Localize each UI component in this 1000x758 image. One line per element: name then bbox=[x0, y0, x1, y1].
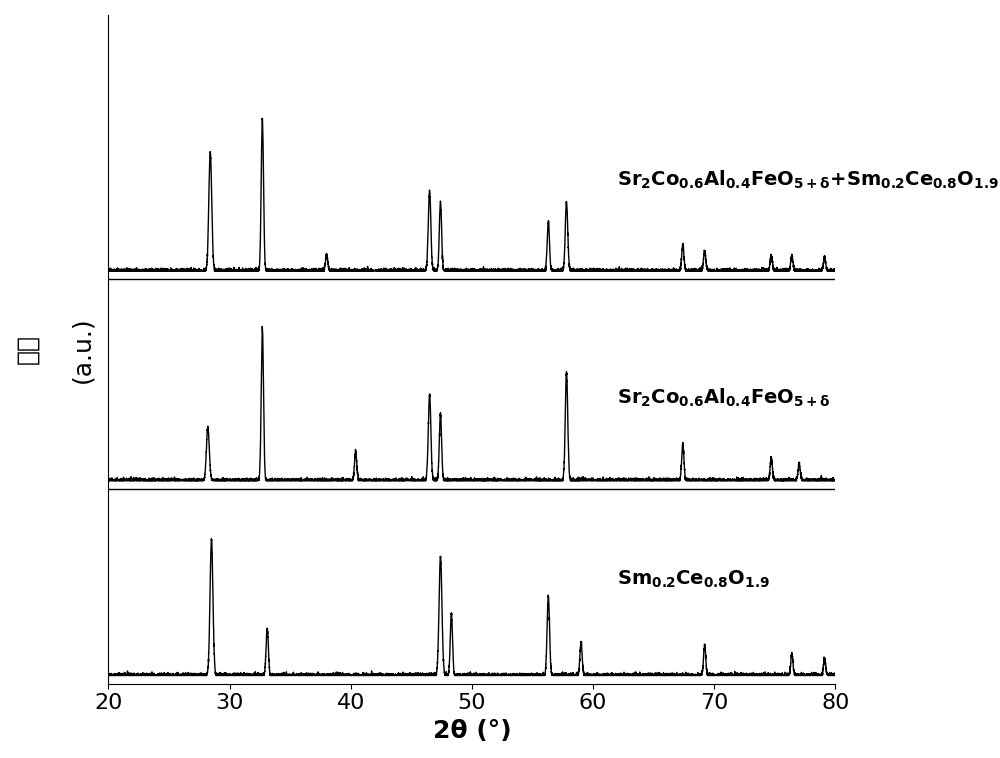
X-axis label: 2θ (°): 2θ (°) bbox=[433, 719, 511, 743]
Text: $\mathbf{Sr_2Co_{0.6}Al_{0.4}FeO_{5+\delta}}$: $\mathbf{Sr_2Co_{0.6}Al_{0.4}FeO_{5+\del… bbox=[617, 387, 831, 409]
Y-axis label: 强度

(a.u.): 强度 (a.u.) bbox=[15, 316, 95, 383]
Text: $\mathbf{Sr_2Co_{0.6}Al_{0.4}FeO_{5+\delta}}$$\mathbf{+Sm_{0.2}Ce_{0.8}O_{1.9}}$: $\mathbf{Sr_2Co_{0.6}Al_{0.4}FeO_{5+\del… bbox=[617, 169, 999, 191]
Text: $\mathbf{Sm_{0.2}Ce_{0.8}O_{1.9}}$: $\mathbf{Sm_{0.2}Ce_{0.8}O_{1.9}}$ bbox=[617, 569, 770, 590]
